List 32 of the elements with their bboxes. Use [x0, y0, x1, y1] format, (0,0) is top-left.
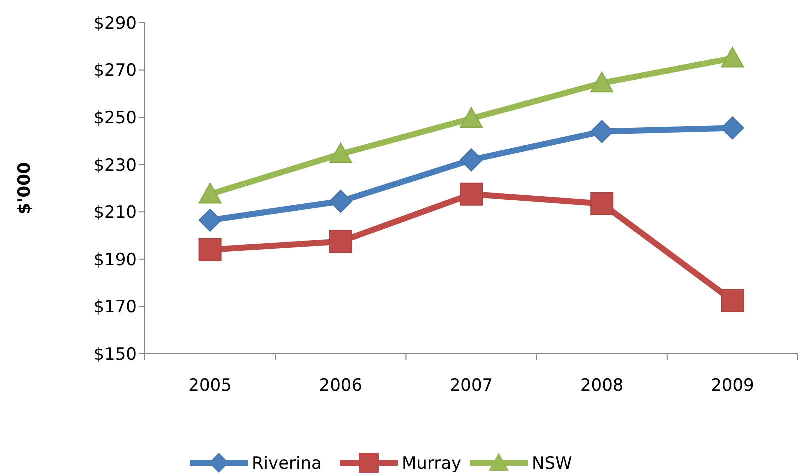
point — [460, 148, 483, 172]
point — [329, 190, 352, 214]
point — [590, 72, 614, 93]
x-tick-label: 2007 — [450, 376, 494, 396]
y-tick-label: $190 — [94, 250, 137, 270]
point — [329, 230, 352, 254]
point — [460, 182, 483, 206]
point — [198, 208, 222, 232]
x-tick-label: 2006 — [319, 376, 363, 396]
y-tick-label: $210 — [94, 203, 137, 224]
point — [198, 182, 222, 204]
y-tick-label: $250 — [94, 108, 137, 129]
y-axis-title: $'000 — [15, 162, 35, 215]
point — [721, 116, 744, 140]
point — [590, 120, 614, 144]
y-tick-label: $150 — [94, 344, 137, 365]
legend-label: NSW — [532, 454, 573, 474]
y-tick-label: $270 — [94, 61, 137, 82]
x-tick-label: 2005 — [188, 376, 232, 396]
legend-label: Riverina — [252, 454, 322, 474]
point — [590, 192, 614, 216]
point — [460, 107, 483, 128]
y-tick-label: $230 — [94, 156, 137, 176]
legend-label: Murray — [402, 454, 462, 474]
point — [721, 46, 744, 68]
x-tick-label: 2009 — [711, 376, 754, 396]
point — [329, 142, 352, 164]
point — [198, 238, 222, 262]
y-tick-label: $290 — [94, 14, 137, 34]
y-tick-label: $170 — [94, 298, 137, 318]
point — [721, 289, 744, 312]
x-tick-label: 2008 — [580, 376, 624, 396]
